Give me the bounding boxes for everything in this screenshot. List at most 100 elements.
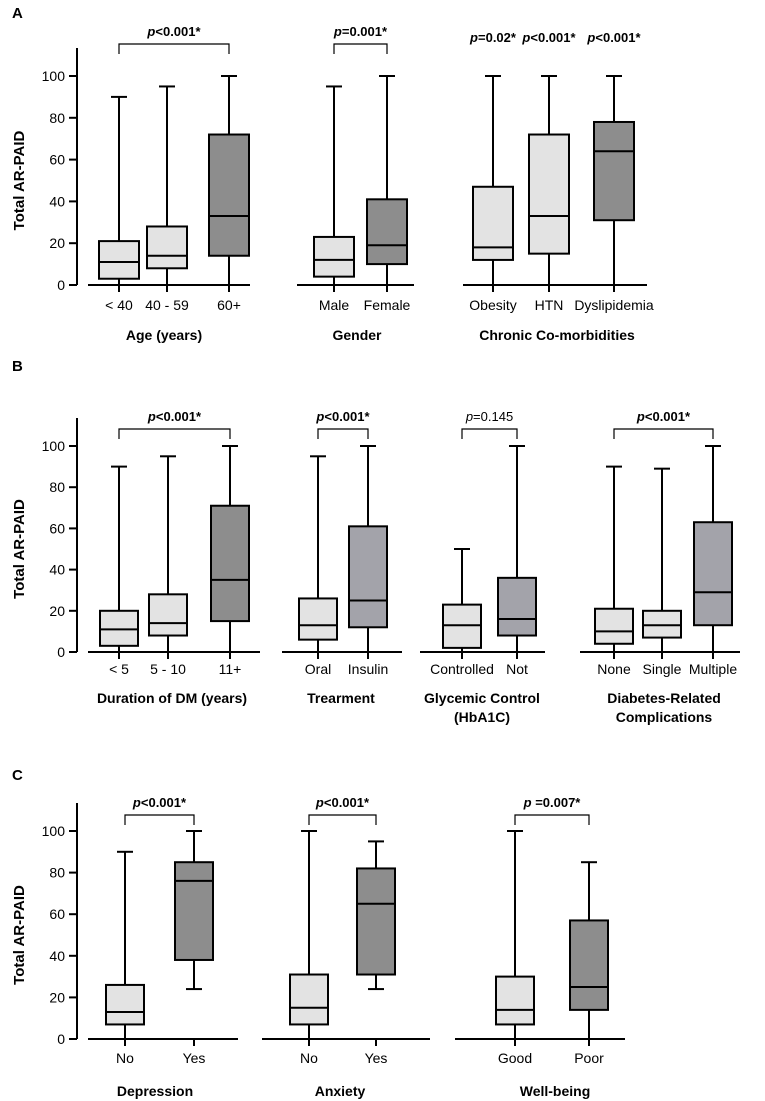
box-plot: < 5: [99, 465, 139, 677]
y-tick-label: 20: [49, 603, 65, 619]
p-value-label: p=0.145: [465, 409, 513, 424]
box-plot: 60+: [208, 75, 250, 313]
p-value-label-p-symbol: p: [147, 409, 156, 424]
box-iqr: [472, 185, 514, 261]
p-value-label-p-symbol: p: [333, 24, 342, 39]
category-label: Not: [506, 661, 528, 677]
box-plot: Obesity p=0.02*: [469, 30, 517, 313]
box-plot: Good: [495, 830, 535, 1066]
p-value-label: p<0.001*: [315, 409, 370, 424]
y-axis-title: Total AR-PAID: [11, 130, 28, 230]
significance-bracket: [118, 43, 230, 54]
box-plot: Oral: [298, 455, 338, 677]
y-tick-label: 60: [49, 152, 65, 168]
y-axis-title: Total AR-PAID: [11, 499, 28, 599]
box-iqr: [99, 609, 139, 647]
group-label-line2: Complications: [616, 709, 713, 725]
panel-letter: C: [12, 767, 23, 784]
y-tick-label: 40: [49, 562, 65, 578]
group-label: Anxiety: [315, 1083, 366, 1099]
category-label: No: [300, 1050, 318, 1066]
group-label: Diabetes-Related: [607, 690, 721, 706]
significance-bracket: [613, 428, 714, 439]
p-value-label-p-symbol: p: [146, 24, 155, 39]
box-iqr: [298, 597, 338, 641]
box-iqr: [356, 867, 396, 976]
group-label-line2: (HbA1C): [454, 709, 510, 725]
category-label: 40 - 59: [145, 297, 189, 313]
p-value-label: p=0.02*: [469, 30, 517, 45]
y-tick-label: 100: [42, 438, 66, 454]
box-iqr: [210, 504, 250, 623]
significance-bracket: [317, 428, 369, 439]
p-value-label-p-symbol: p: [586, 30, 595, 45]
box-plot: Controlled: [430, 548, 494, 677]
category-label: Single: [643, 661, 682, 677]
box-iqr: [105, 983, 145, 1026]
box-iqr: [495, 975, 535, 1026]
y-tick-label: 20: [49, 235, 65, 251]
p-value-label: p<0.001*: [147, 409, 202, 424]
p-value-label-value: <0.001*: [324, 409, 370, 424]
significance-bracket: [461, 428, 518, 439]
p-value-label: p=0.001*: [333, 24, 388, 39]
group-label: Duration of DM (years): [97, 690, 247, 706]
box-iqr: [366, 198, 408, 266]
p-value-label-value: =0.001*: [342, 24, 388, 39]
y-tick-label: 0: [57, 277, 65, 293]
box-iqr: [693, 521, 733, 627]
y-tick-label: 100: [42, 823, 66, 839]
p-value-label-p-symbol: p: [521, 30, 530, 45]
y-tick-label: 80: [49, 865, 65, 881]
box-iqr: [348, 525, 388, 629]
panel-a: A Total AR-PAID 0 20 40 60 80 100 < 40 40 - 59 60+…: [11, 5, 654, 343]
significance-bracket: [333, 43, 388, 54]
box-iqr: [98, 240, 140, 280]
p-value-label: p<0.001*: [315, 795, 370, 810]
p-value-label: p =0.007*: [523, 795, 582, 810]
category-label: 11+: [219, 661, 242, 677]
group-label: Glycemic Control: [424, 690, 540, 706]
p-value-label-value: <0.001*: [530, 30, 576, 45]
panel-letter: A: [12, 5, 23, 22]
category-label: HTN: [535, 297, 564, 313]
category-label: Controlled: [430, 661, 494, 677]
box-iqr: [146, 225, 188, 270]
p-value-label-p-symbol: p: [315, 409, 324, 424]
y-tick-label: 20: [49, 989, 65, 1005]
y-tick-label: 80: [49, 479, 65, 495]
box-plot: 5 - 10: [148, 455, 188, 677]
category-label: Poor: [574, 1050, 604, 1066]
category-label: Yes: [183, 1050, 206, 1066]
box-iqr: [442, 603, 482, 649]
y-tick-label: 60: [49, 906, 65, 922]
y-tick-label: 0: [57, 1031, 65, 1047]
p-value-label: p<0.001*: [586, 30, 641, 45]
category-label: Dyslipidemia: [574, 297, 654, 313]
p-value-label-value: =0.145: [473, 409, 513, 424]
box-iqr: [208, 133, 250, 257]
y-tick-label: 0: [57, 644, 65, 660]
box-iqr: [174, 861, 214, 961]
p-value-label-value: <0.001*: [595, 30, 641, 45]
box-iqr: [148, 593, 188, 637]
panel-c: C Total AR-PAID 0 20 40 60 80 100 No Yes No Yes Good…: [11, 767, 625, 1099]
box-iqr: [289, 973, 329, 1026]
p-value-label-p-symbol: p: [469, 30, 478, 45]
y-tick-label: 40: [49, 948, 65, 964]
box-plot: Not: [497, 445, 537, 677]
box-plot: Poor: [569, 861, 609, 1066]
y-tick-label: 80: [49, 110, 65, 126]
category-label: None: [597, 661, 631, 677]
box-plot: Insulin: [348, 445, 388, 677]
category-label: Insulin: [348, 661, 388, 677]
box-plot: HTN p<0.001*: [521, 30, 576, 313]
p-value-label-value: <0.001*: [155, 24, 201, 39]
box-iqr: [528, 133, 570, 255]
box-plot: Dyslipidemia p<0.001*: [574, 30, 654, 313]
group-label: Depression: [117, 1083, 193, 1099]
box-iqr: [497, 576, 537, 637]
p-value-label: p<0.001*: [132, 795, 187, 810]
category-label: Male: [319, 297, 350, 313]
